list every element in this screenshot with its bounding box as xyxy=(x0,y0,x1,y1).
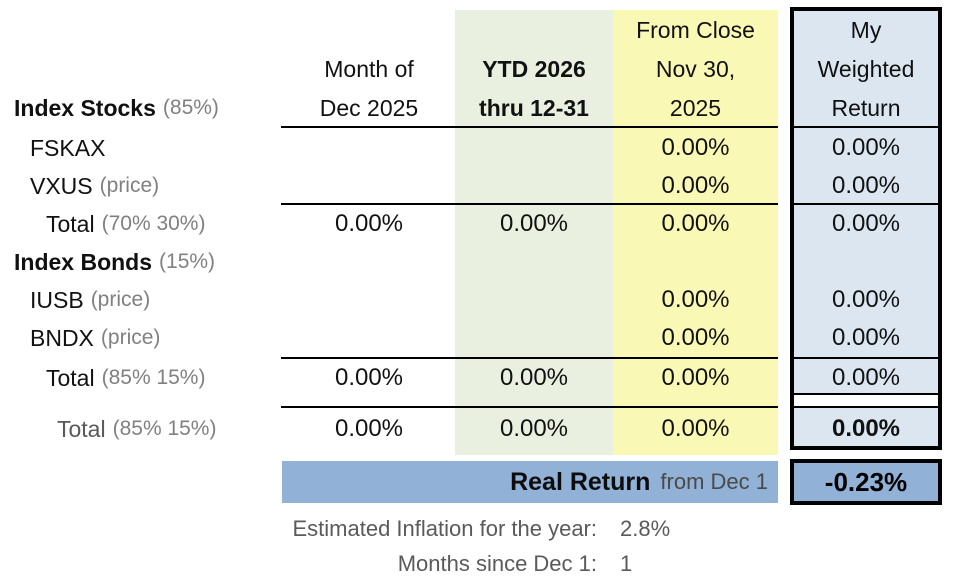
row-label-total-all[interactable]: Total (85% 15%) xyxy=(0,359,327,397)
row-label-total-overall[interactable]: Total (85% 15%) xyxy=(0,408,338,450)
total-overall-label: Total xyxy=(57,415,106,442)
header-underline xyxy=(281,126,778,128)
header-close-line3[interactable]: 2025 xyxy=(669,94,722,121)
total-all-note: (85% 15%) xyxy=(101,366,206,389)
cell-fskax-close[interactable]: 0.00% xyxy=(661,134,730,161)
row-label-fskax[interactable]: FSKAX xyxy=(0,129,311,167)
header-weighted-line2[interactable]: Weighted xyxy=(817,55,915,82)
inflation-value[interactable]: 2.8% xyxy=(620,516,671,541)
index-bonds-label: Index Bonds xyxy=(14,248,153,275)
bonds-subtotal-line xyxy=(281,357,778,359)
header-ytd-line2[interactable]: thru 12-31 xyxy=(479,94,589,121)
cell-total-overall-month[interactable]: 0.00% xyxy=(334,415,404,442)
cell-bndx-weighted[interactable]: 0.00% xyxy=(831,324,901,351)
cell-total-stocks-weighted[interactable]: 0.00% xyxy=(831,210,901,237)
header-month-line2[interactable]: Dec 2025 xyxy=(319,94,419,121)
real-return-value-cell[interactable]: -0.23% xyxy=(790,459,942,505)
cell-total-all-month[interactable]: 0.00% xyxy=(334,364,404,391)
index-bonds-note: (15%) xyxy=(159,250,216,273)
total-overall-note: (85% 15%) xyxy=(112,417,217,440)
close-column-background xyxy=(613,10,778,455)
header-month-line1[interactable]: Month of xyxy=(324,55,414,82)
weighted-bonds-line xyxy=(794,357,938,359)
weighted-gap-strip xyxy=(794,393,938,408)
header-weighted-line3[interactable]: Return xyxy=(831,94,901,121)
cell-total-all-close[interactable]: 0.00% xyxy=(661,364,730,391)
weighted-column-box xyxy=(790,7,942,450)
grand-total-line xyxy=(281,406,778,408)
row-label-bndx[interactable]: BNDX (price) xyxy=(0,319,311,357)
header-close-line2[interactable]: Nov 30, xyxy=(655,55,736,82)
iusb-label: IUSB xyxy=(30,286,84,313)
cell-total-overall-ytd[interactable]: 0.00% xyxy=(499,415,569,442)
header-ytd-line1[interactable]: YTD 2026 xyxy=(482,55,586,82)
row-label-index-bonds[interactable]: Index Bonds (15%) xyxy=(0,243,295,281)
cell-vxus-weighted[interactable]: 0.00% xyxy=(831,172,901,199)
real-return-label: Real Return xyxy=(510,467,651,496)
cell-total-all-ytd[interactable]: 0.00% xyxy=(499,364,569,391)
fskax-label: FSKAX xyxy=(30,134,106,161)
cell-total-stocks-close[interactable]: 0.00% xyxy=(661,210,730,237)
vxus-note: (price) xyxy=(99,174,160,197)
cell-total-overall-close[interactable]: 0.00% xyxy=(661,415,730,442)
row-label-vxus[interactable]: VXUS (price) xyxy=(0,167,311,205)
cell-iusb-weighted[interactable]: 0.00% xyxy=(831,286,901,313)
weighted-header-underline xyxy=(794,126,938,128)
header-close-line1[interactable]: From Close xyxy=(636,16,755,43)
real-return-note: from Dec 1 xyxy=(660,469,768,494)
row-label-index-stocks[interactable]: Index Stocks (85%) xyxy=(0,89,295,127)
iusb-note: (price) xyxy=(90,288,151,311)
cell-vxus-close[interactable]: 0.00% xyxy=(661,172,730,199)
weighted-stocks-line xyxy=(794,203,938,205)
stocks-subtotal-line xyxy=(281,203,778,205)
cell-total-all-weighted[interactable]: 0.00% xyxy=(831,364,901,391)
cell-total-stocks-month[interactable]: 0.00% xyxy=(334,210,404,237)
inflation-label[interactable]: Estimated Inflation for the year: xyxy=(292,516,598,541)
months-value[interactable]: 1 xyxy=(620,551,633,576)
row-label-iusb[interactable]: IUSB (price) xyxy=(0,281,311,319)
header-weighted-line1[interactable]: My xyxy=(850,16,882,43)
cell-iusb-close[interactable]: 0.00% xyxy=(661,286,730,313)
total-stocks-label: Total xyxy=(46,210,95,237)
cell-total-stocks-ytd[interactable]: 0.00% xyxy=(499,210,569,237)
cell-bndx-close[interactable]: 0.00% xyxy=(661,324,730,351)
cell-total-overall-weighted[interactable]: 0.00% xyxy=(831,415,901,442)
bndx-label: BNDX xyxy=(30,324,94,351)
ytd-column-background xyxy=(455,10,613,455)
index-stocks-note: (85%) xyxy=(162,96,219,119)
row-label-total-stocks[interactable]: Total (70% 30%) xyxy=(0,205,327,243)
cell-fskax-weighted[interactable]: 0.00% xyxy=(831,134,901,161)
index-stocks-label: Index Stocks xyxy=(14,94,156,121)
total-stocks-note: (70% 30%) xyxy=(101,212,206,235)
bndx-note: (price) xyxy=(100,326,161,349)
months-label[interactable]: Months since Dec 1: xyxy=(397,551,597,576)
total-all-label: Total xyxy=(46,364,95,391)
real-return-banner[interactable]: Real Return from Dec 1 xyxy=(282,461,778,503)
vxus-label: VXUS xyxy=(30,172,93,199)
